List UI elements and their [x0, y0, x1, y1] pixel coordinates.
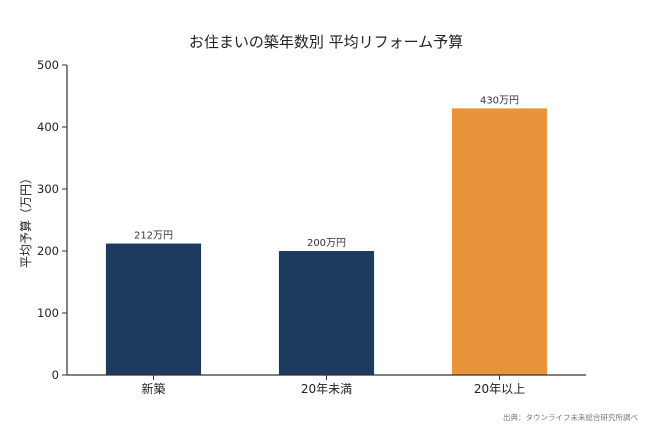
bar: [278, 251, 375, 375]
x-tick-label: 新築: [141, 381, 165, 396]
data-label: 212万円: [134, 231, 173, 242]
bar: [451, 108, 548, 376]
data-label: 430万円: [480, 95, 519, 106]
y-tick-label: 200: [37, 244, 59, 258]
chart-title: お住まいの築年数別 平均リフォーム予算: [189, 33, 463, 51]
x-tick-label: 20年未満: [301, 382, 352, 396]
data-label: 200万円: [307, 238, 346, 249]
bar: [105, 243, 202, 375]
y-tick-label: 0: [52, 368, 59, 382]
source-note: 出典：タウンライフ未来総合研究所調べ: [503, 412, 638, 422]
y-tick-label: 100: [37, 306, 59, 320]
y-tick-label: 400: [37, 120, 59, 134]
y-tick-label: 300: [37, 182, 59, 196]
x-tick-label: 20年以上: [474, 382, 525, 396]
y-tick-label: 500: [37, 58, 59, 72]
y-axis-label: 平均予算（万円）: [18, 172, 33, 268]
